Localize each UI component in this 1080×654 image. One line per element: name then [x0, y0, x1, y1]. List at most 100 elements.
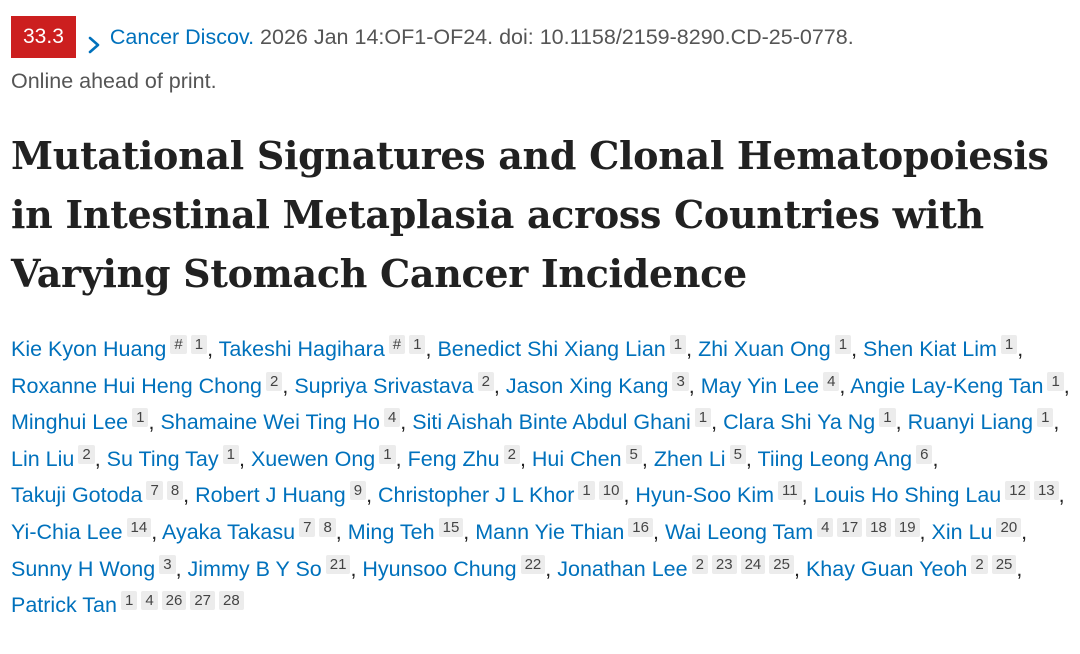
author-name-link[interactable]: May Yin Lee: [700, 373, 820, 398]
affiliation-marker[interactable]: 1: [1047, 371, 1064, 391]
author-name-link[interactable]: Jason Xing Kang: [505, 373, 669, 398]
chevron-right-icon[interactable]: [86, 27, 102, 54]
affiliation-marker[interactable]: 3: [159, 554, 176, 574]
affiliation-marker[interactable]: 8: [166, 481, 184, 501]
author-name-link[interactable]: Sunny H Wong: [11, 556, 156, 581]
affiliation-marker[interactable]: 4: [823, 371, 840, 391]
affiliation-marker[interactable]: 10: [598, 481, 624, 501]
affiliation-marker[interactable]: 3: [672, 371, 689, 391]
author-name-link[interactable]: Zhi Xuan Ong: [698, 337, 831, 361]
affiliation-marker[interactable]: 21: [325, 554, 351, 574]
affiliation-marker[interactable]: 27: [190, 591, 216, 611]
affiliation-marker[interactable]: 1: [879, 408, 896, 428]
author-name-link[interactable]: Ming Teh: [347, 519, 435, 544]
affiliation-marker[interactable]: 4: [383, 408, 401, 428]
affiliation-marker[interactable]: 2: [266, 371, 283, 391]
affiliation-marker[interactable]: 14: [126, 517, 152, 537]
author-name-link[interactable]: Xin Lu: [931, 519, 993, 544]
author-name-link[interactable]: Su Ting Tay: [106, 446, 219, 471]
affiliation-marker[interactable]: 1: [694, 408, 712, 428]
author-name-link[interactable]: Louis Ho Shing Lau: [813, 483, 1002, 508]
affiliation-marker[interactable]: 22: [520, 554, 546, 574]
affiliation-marker[interactable]: 2: [78, 444, 95, 464]
journal-link[interactable]: Cancer Discov.: [109, 25, 255, 49]
affiliation-marker[interactable]: 6: [916, 444, 933, 464]
affiliation-marker[interactable]: 2: [691, 554, 708, 574]
author-name-link[interactable]: Supriya Srivastava: [294, 373, 474, 398]
author-name-link[interactable]: Hyunsoo Chung: [362, 556, 517, 581]
author-entry: Ruanyi Liang 1,: [907, 408, 1059, 435]
author-name-link[interactable]: Khay Guan Yeoh: [805, 556, 968, 581]
affiliation-marker[interactable]: 8: [319, 517, 336, 537]
author-name-link[interactable]: Tiing Leong Ang: [757, 446, 913, 471]
author-name-link[interactable]: Robert J Huang: [195, 483, 346, 508]
affiliation-marker[interactable]: 1: [132, 408, 149, 428]
affiliation-marker[interactable]: 24: [740, 554, 766, 574]
affiliation-marker[interactable]: 1: [409, 335, 426, 354]
affiliation-marker[interactable]: 7: [299, 517, 316, 537]
affiliation-marker[interactable]: 25: [991, 554, 1017, 574]
affiliation-marker[interactable]: 26: [161, 591, 187, 611]
affiliation-marker[interactable]: 13: [1033, 481, 1059, 501]
affiliation-marker[interactable]: 4: [141, 591, 158, 611]
affiliation-marker[interactable]: 5: [625, 444, 642, 464]
affiliation-marker[interactable]: 25: [769, 554, 794, 574]
affiliation-marker[interactable]: 1: [222, 444, 239, 464]
affiliation-marker[interactable]: 18: [866, 517, 891, 537]
author-name-link[interactable]: Jimmy B Y So: [187, 556, 322, 581]
affiliation-marker[interactable]: 15: [438, 517, 464, 537]
author-name-link[interactable]: Ruanyi Liang: [907, 410, 1034, 435]
author-name-link[interactable]: Hyun-Soo Kim: [635, 483, 775, 508]
author-name-link[interactable]: Xuewen Ong: [250, 446, 376, 471]
affiliation-marker[interactable]: 19: [894, 517, 920, 537]
affiliation-marker[interactable]: 20: [996, 517, 1022, 537]
affiliation-marker[interactable]: 23: [711, 554, 737, 574]
author-name-link[interactable]: Yi-Chia Lee: [11, 519, 123, 544]
author-entry: Zhi Xuan Ong 1,: [698, 335, 857, 361]
affiliation-marker[interactable]: 1: [1000, 335, 1018, 354]
affiliation-marker[interactable]: 1: [190, 335, 208, 354]
author-name-link[interactable]: Mann Yie Thian: [475, 519, 625, 544]
affiliation-marker[interactable]: 4: [817, 517, 834, 537]
affiliation-marker[interactable]: 1: [669, 335, 687, 354]
author-name-link[interactable]: Shen Kiat Lim: [863, 337, 997, 361]
author-name-link[interactable]: Angie Lay-Keng Tan: [850, 373, 1044, 398]
affiliation-marker[interactable]: 1: [834, 335, 852, 354]
affiliation-marker[interactable]: 1: [379, 444, 396, 464]
affiliation-marker[interactable]: 9: [349, 481, 367, 501]
author-name-link[interactable]: Jonathan Lee: [557, 556, 688, 581]
affiliation-marker[interactable]: 1: [578, 481, 595, 501]
equal-contribution-marker[interactable]: #: [388, 335, 406, 354]
affiliation-marker[interactable]: 17: [837, 517, 863, 537]
author-name-link[interactable]: Benedict Shi Xiang Lian: [437, 337, 666, 361]
equal-contribution-marker[interactable]: #: [170, 335, 187, 354]
affiliation-marker[interactable]: 2: [971, 554, 988, 574]
author-name-link[interactable]: Hui Chen: [531, 446, 622, 471]
author-name-link[interactable]: Zhen Li: [653, 446, 726, 471]
affiliation-marker[interactable]: 16: [628, 517, 653, 537]
author-name-link[interactable]: Wai Leong Tam: [664, 519, 814, 544]
affiliation-marker[interactable]: 5: [729, 444, 746, 464]
affiliation-marker[interactable]: 1: [1037, 408, 1054, 428]
author-name-link[interactable]: Siti Aishah Binte Abdul Ghani: [412, 410, 691, 435]
author-name-link[interactable]: Feng Zhu: [407, 446, 500, 471]
author-name-link[interactable]: Ayaka Takasu: [162, 519, 296, 544]
authors-list: Kie Kyon Huang #1, Takeshi Hagihara #1, Be…: [11, 331, 1071, 624]
author-name-link[interactable]: Takeshi Hagihara: [218, 337, 385, 361]
affiliation-marker[interactable]: 28: [219, 591, 244, 611]
author-name-link[interactable]: Minghui Lee: [11, 410, 129, 435]
affiliation-marker[interactable]: 12: [1005, 481, 1030, 501]
affiliation-marker[interactable]: 11: [778, 481, 802, 501]
author-name-link[interactable]: Christopher J L Khor: [378, 483, 575, 508]
affiliation-marker[interactable]: 1: [120, 591, 138, 611]
author-name-link[interactable]: Kie Kyon Huang: [11, 337, 167, 361]
author-name-link[interactable]: Clara Shi Ya Ng: [723, 410, 876, 435]
affiliation-marker[interactable]: 2: [503, 444, 520, 464]
affiliation-marker[interactable]: 7: [146, 481, 163, 501]
author-name-link[interactable]: Patrick Tan: [11, 593, 117, 618]
author-name-link[interactable]: Lin Liu: [11, 446, 75, 471]
author-name-link[interactable]: Roxanne Hui Heng Chong: [11, 373, 262, 398]
author-name-link[interactable]: Shamaine Wei Ting Ho: [160, 410, 380, 435]
author-name-link[interactable]: Takuji Gotoda: [11, 483, 143, 508]
affiliation-marker[interactable]: 2: [477, 371, 494, 391]
